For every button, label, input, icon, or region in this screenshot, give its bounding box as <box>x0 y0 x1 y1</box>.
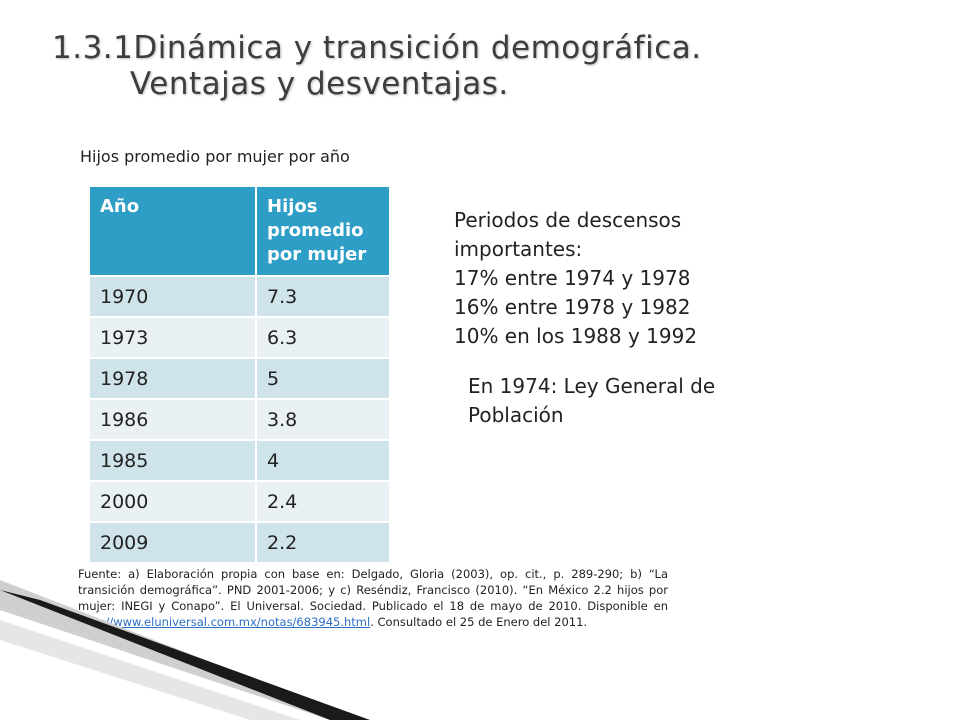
cell-children: 2.2 <box>255 521 391 564</box>
swoosh-light <box>0 620 300 720</box>
slide-title-line2: Ventajas y desventajas. <box>130 66 509 102</box>
cell-year: 1970 <box>88 275 257 318</box>
cell-year: 1978 <box>88 357 257 400</box>
table-row: 1986 3.8 <box>88 398 391 441</box>
table-row: 1985 4 <box>88 439 391 482</box>
decline-period-item: 10% en los 1988 y 1992 <box>454 324 698 348</box>
decline-periods-heading: Periodos de descensos importantes: <box>454 208 682 261</box>
cell-children: 3.8 <box>255 398 391 441</box>
decline-periods: Periodos de descensos importantes: 17% e… <box>454 206 774 351</box>
table-row: 1973 6.3 <box>88 316 391 359</box>
cell-year: 1985 <box>88 439 257 482</box>
table-row: 1970 7.3 <box>88 275 391 318</box>
slide-title: 1.3.1Dinámica y transición demográfica. … <box>52 30 912 102</box>
cell-year: 1986 <box>88 398 257 441</box>
source-link[interactable]: http://www.eluniversal.com.mx/notas/6839… <box>78 615 371 629</box>
table-row: 2000 2.4 <box>88 480 391 523</box>
source-citation: Fuente: a) Elaboración propia con base e… <box>78 566 668 630</box>
cell-children: 4 <box>255 439 391 482</box>
cell-year: 2000 <box>88 480 257 523</box>
source-text: Fuente: a) Elaboración propia con base e… <box>78 567 668 613</box>
cell-year: 1973 <box>88 316 257 359</box>
slide-title-line1: 1.3.1Dinámica y transición demográfica. <box>52 30 702 66</box>
decline-period-item: 17% entre 1974 y 1978 <box>454 266 691 290</box>
decorative-swoosh <box>0 580 370 720</box>
table-row: 1978 5 <box>88 357 391 400</box>
table-header-row: Año Hijos promedio por mujer <box>88 185 391 277</box>
cell-children: 5 <box>255 357 391 400</box>
fertility-table: Año Hijos promedio por mujer 1970 7.3 19… <box>88 185 391 564</box>
column-header-children: Hijos promedio por mujer <box>255 185 391 277</box>
cell-children: 7.3 <box>255 275 391 318</box>
decline-period-item: 16% entre 1978 y 1982 <box>454 295 691 319</box>
column-header-year: Año <box>88 185 257 277</box>
swoosh-stripe <box>0 590 370 720</box>
table-row: 2009 2.2 <box>88 521 391 564</box>
cell-children: 6.3 <box>255 316 391 359</box>
cell-year: 2009 <box>88 521 257 564</box>
source-text-end: . Consultado el 25 de Enero del 2011. <box>370 615 588 629</box>
population-law-note: En 1974: Ley General de Población <box>468 374 716 427</box>
cell-children: 2.4 <box>255 480 391 523</box>
table-caption: Hijos promedio por mujer por año <box>80 147 350 166</box>
